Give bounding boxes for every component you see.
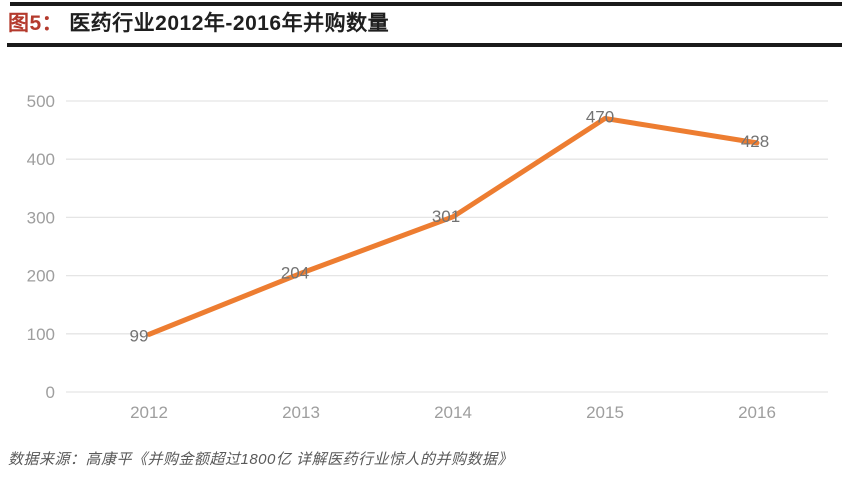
y-axis-tick-label: 0: [46, 383, 55, 402]
line-chart-canvas: 0 100 200 300 400 500 2012 2013 2014 2015 2016 99 20…: [27, 92, 828, 422]
x-axis-tick-label: 2016: [738, 403, 776, 422]
x-axis-tick-label: 2014: [434, 403, 472, 422]
title-divider: [7, 43, 842, 48]
data-point-label: 301: [432, 207, 460, 226]
y-axis-tick-label: 200: [27, 267, 55, 286]
y-axis-tick-label: 400: [27, 150, 55, 169]
data-point-label: 470: [586, 107, 614, 126]
y-axis-tick-label: 100: [27, 325, 55, 344]
line-chart: 0 100 200 300 400 500 2012 2013 2014 2015 2016 99 20…: [0, 85, 842, 445]
x-axis-tick-label: 2015: [586, 403, 624, 422]
y-axis-tick-label: 300: [27, 208, 55, 227]
x-axis-tick-label: 2013: [282, 403, 320, 422]
top-divider: [10, 2, 842, 6]
series-line: [146, 115, 760, 337]
y-axis-tick-label: 500: [27, 92, 55, 111]
figure-header: 图5： 医药行业2012年-2016年并购数量: [8, 12, 842, 36]
data-point-label: 204: [281, 263, 309, 282]
data-point-label: 428: [741, 132, 769, 151]
data-point-label: 99: [130, 326, 149, 345]
x-axis-tick-label: 2012: [130, 403, 168, 422]
data-source-note: 数据来源：高康平《并购金额超过1800亿 详解医药行业惊人的并购数据》: [8, 451, 514, 468]
chart-title: 医药行业2012年-2016年并购数量: [69, 12, 390, 35]
figure-number-label: 图5：: [8, 12, 64, 35]
